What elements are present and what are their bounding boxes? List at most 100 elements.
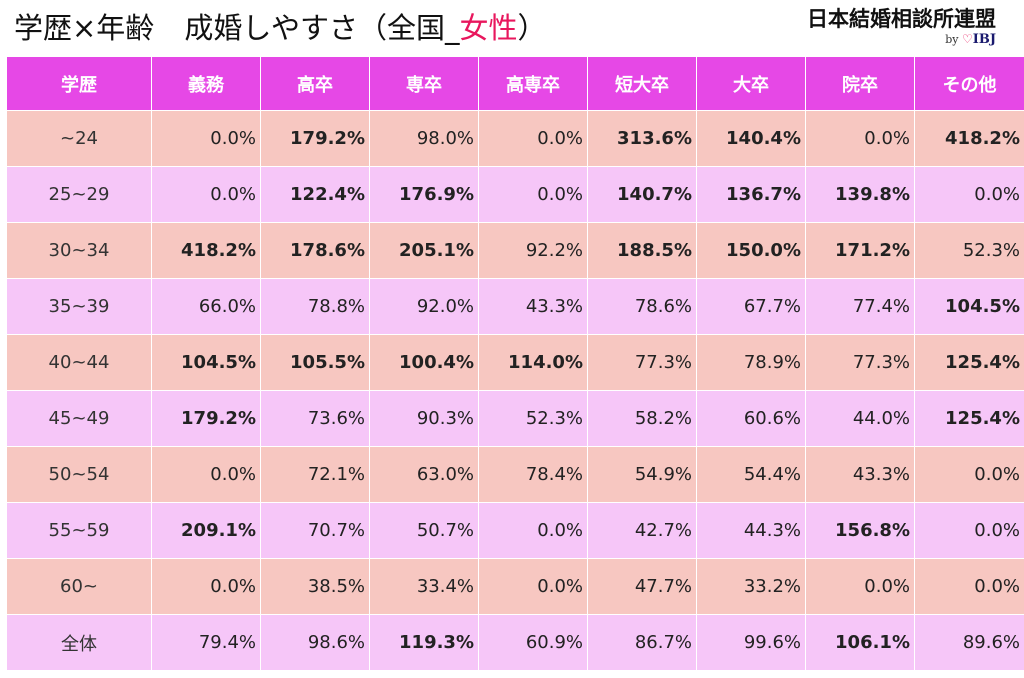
table-cell: 54.9%: [587, 446, 697, 503]
table-cell: 139.8%: [805, 166, 915, 223]
table-cell: 209.1%: [151, 502, 261, 559]
row-label-age: 40~44: [6, 334, 152, 391]
table-row: 50~54 0.0% 72.1% 63.0% 78.4% 54.9% 54.4% 43.3% 0…: [6, 446, 1024, 503]
title-bar: 学歴×年齢 成婚しやすさ（全国_女性） 日本結婚相談所連盟 by ♡IBJ: [0, 0, 1024, 56]
table-cell: 105.5%: [260, 334, 370, 391]
table-cell: 42.7%: [587, 502, 697, 559]
table-cell: 104.5%: [914, 278, 1024, 335]
table-cell: 106.1%: [805, 614, 915, 671]
row-label-age: 45~49: [6, 390, 152, 447]
table-cell: 52.3%: [914, 222, 1024, 279]
table-cell: 44.0%: [805, 390, 915, 447]
table-row: 25~29 0.0% 122.4% 176.9% 0.0% 140.7% 136.7% 139…: [6, 166, 1024, 223]
table-cell: 104.5%: [151, 334, 261, 391]
table-cell: 179.2%: [151, 390, 261, 447]
table-cell: 171.2%: [805, 222, 915, 279]
table-cell: 86.7%: [587, 614, 697, 671]
table-cell: 33.4%: [369, 558, 479, 615]
table-cell: 122.4%: [260, 166, 370, 223]
table-row: 55~59 209.1% 70.7% 50.7% 0.0% 42.7% 44.3% 156.8…: [6, 502, 1024, 559]
table-cell: 0.0%: [151, 446, 261, 503]
table-cell: 114.0%: [478, 334, 588, 391]
column-header: 専卒: [369, 56, 479, 111]
table-cell: 70.7%: [260, 502, 370, 559]
table-cell: 0.0%: [151, 166, 261, 223]
table-cell: 125.4%: [914, 390, 1024, 447]
brand-logo: 日本結婚相談所連盟 by ♡IBJ: [807, 6, 996, 47]
table-cell: 0.0%: [914, 502, 1024, 559]
table-cell: 313.6%: [587, 110, 697, 167]
table-cell: 0.0%: [478, 110, 588, 167]
table-cell: 38.5%: [260, 558, 370, 615]
column-header: 高卒: [260, 56, 370, 111]
table-cell: 418.2%: [914, 110, 1024, 167]
table-cell: 58.2%: [587, 390, 697, 447]
page-title: 学歴×年齢 成婚しやすさ（全国_女性）: [14, 10, 547, 46]
table-row: 60~ 0.0% 38.5% 33.4% 0.0% 47.7% 33.2% 0.0% 0.0%: [6, 558, 1024, 615]
row-label-age: 55~59: [6, 502, 152, 559]
row-label-age: 35~39: [6, 278, 152, 335]
title-suffix: ）: [517, 11, 547, 45]
column-header: 短大卒: [587, 56, 697, 111]
table-cell: 78.9%: [696, 334, 806, 391]
table-cell: 92.2%: [478, 222, 588, 279]
table-cell: 50.7%: [369, 502, 479, 559]
table-row: 全体 79.4% 98.6% 119.3% 60.9% 86.7% 99.6% 106.1% 8…: [6, 614, 1024, 671]
table-cell: 72.1%: [260, 446, 370, 503]
brand-byline: by ♡IBJ: [807, 32, 996, 47]
row-label-age: 25~29: [6, 166, 152, 223]
table-cell: 92.0%: [369, 278, 479, 335]
title-prefix: 学歴×年齢: [14, 11, 155, 45]
table-cell: 66.0%: [151, 278, 261, 335]
table-cell: 89.6%: [914, 614, 1024, 671]
table-cell: 418.2%: [151, 222, 261, 279]
brand-name: 日本結婚相談所連盟: [807, 7, 996, 31]
brand-by-text: by: [945, 33, 959, 46]
table-cell: 119.3%: [369, 614, 479, 671]
row-label-age: 全体: [6, 614, 152, 671]
brand-ibj: IBJ: [972, 32, 996, 47]
heart-icon: ♡: [962, 32, 973, 46]
table-cell: 0.0%: [914, 558, 1024, 615]
table-cell: 54.4%: [696, 446, 806, 503]
column-header-education: 学歴: [6, 56, 152, 111]
table-cell: 78.6%: [587, 278, 697, 335]
row-label-age: 50~54: [6, 446, 152, 503]
table-cell: 44.3%: [696, 502, 806, 559]
title-main: 成婚しやすさ（全国_: [184, 11, 460, 45]
table-header: 学歴 義務 高卒 専卒 高専卒 短大卒 大卒 院卒 その他: [6, 56, 1024, 111]
table-cell: 140.7%: [587, 166, 697, 223]
table-cell: 0.0%: [914, 166, 1024, 223]
row-label-age: ~24: [6, 110, 152, 167]
table-cell: 176.9%: [369, 166, 479, 223]
table-cell: 98.6%: [260, 614, 370, 671]
table-cell: 125.4%: [914, 334, 1024, 391]
column-header: 高専卒: [478, 56, 588, 111]
title-highlight: 女性: [459, 11, 518, 45]
table-cell: 73.6%: [260, 390, 370, 447]
table-cell: 52.3%: [478, 390, 588, 447]
table-row: 45~49 179.2% 73.6% 90.3% 52.3% 58.2% 60.6% 44.0…: [6, 390, 1024, 447]
table-cell: 140.4%: [696, 110, 806, 167]
table-cell: 99.6%: [696, 614, 806, 671]
row-label-age: 60~: [6, 558, 152, 615]
table-cell: 0.0%: [151, 110, 261, 167]
table-cell: 178.6%: [260, 222, 370, 279]
table-body: ~24 0.0% 179.2% 98.0% 0.0% 313.6% 140.4% 0.0% 41…: [6, 110, 1024, 671]
column-header: その他: [914, 56, 1024, 111]
table-cell: 90.3%: [369, 390, 479, 447]
table-cell: 0.0%: [478, 558, 588, 615]
table-cell: 60.9%: [478, 614, 588, 671]
table-cell: 0.0%: [478, 502, 588, 559]
table-cell: 43.3%: [805, 446, 915, 503]
table-cell: 156.8%: [805, 502, 915, 559]
table-cell: 150.0%: [696, 222, 806, 279]
column-header: 大卒: [696, 56, 806, 111]
table-cell: 98.0%: [369, 110, 479, 167]
table-cell: 60.6%: [696, 390, 806, 447]
table-cell: 78.8%: [260, 278, 370, 335]
column-header: 義務: [151, 56, 261, 111]
table-cell: 0.0%: [914, 446, 1024, 503]
table-cell: 136.7%: [696, 166, 806, 223]
